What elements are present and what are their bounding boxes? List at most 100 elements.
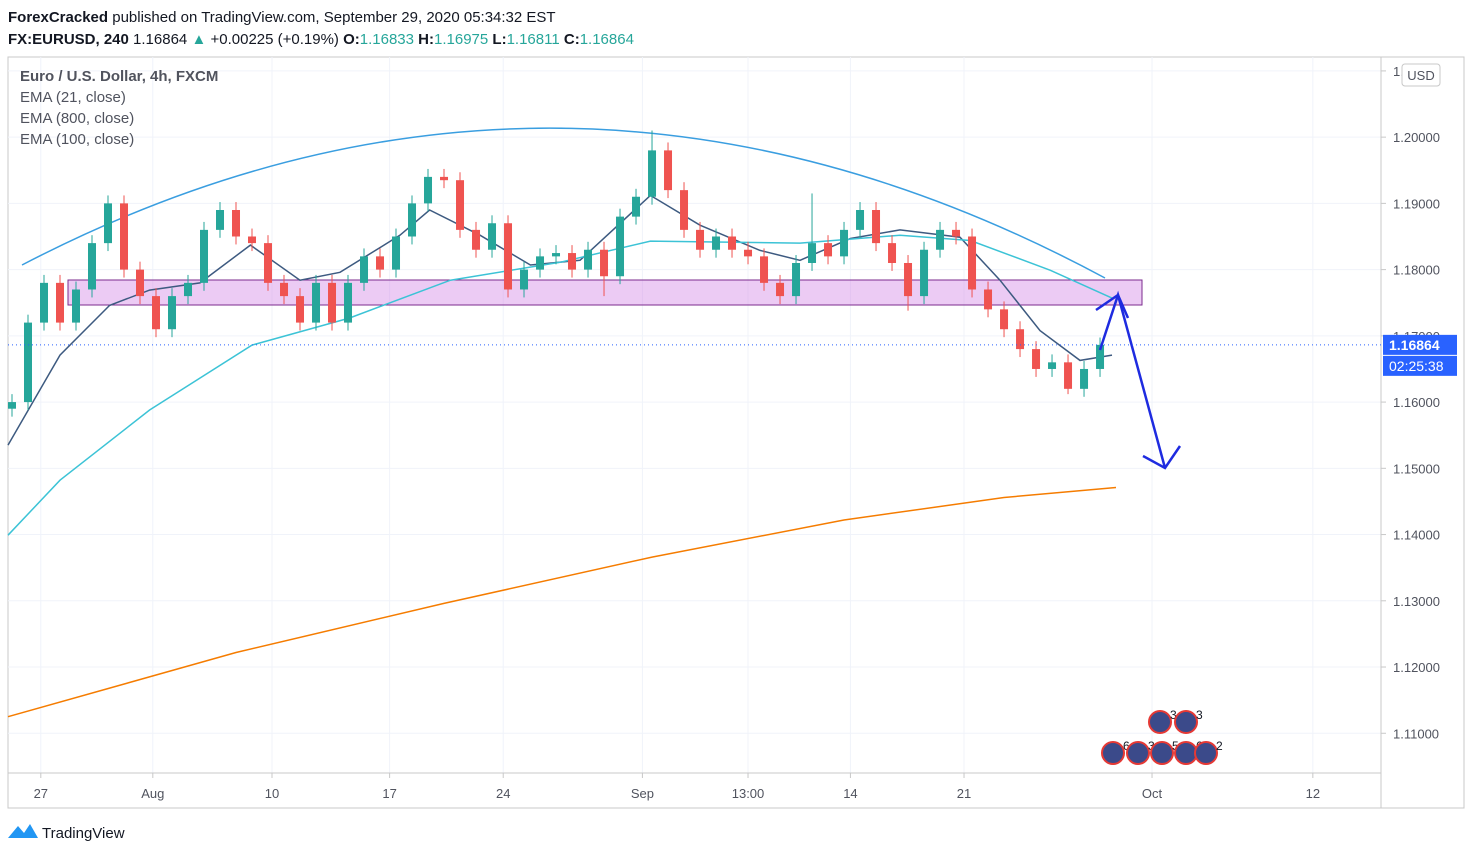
- y-tick-label: 1.15000: [1393, 461, 1440, 476]
- event-icon: [1150, 741, 1174, 765]
- candle-body: [568, 253, 577, 270]
- chart-title: Euro / U.S. Dollar, 4h, FXCM: [20, 68, 218, 85]
- h-label: H:: [418, 31, 434, 48]
- y-tick-label: 1.16000: [1393, 395, 1440, 410]
- candle-body: [840, 229, 849, 257]
- candle-body: [56, 282, 65, 323]
- grid: [8, 57, 1381, 773]
- y-tick-label: 1.11000: [1393, 726, 1439, 741]
- x-tick-label: 14: [843, 786, 857, 801]
- candle-body: [200, 229, 209, 283]
- event-count: 2: [1216, 739, 1223, 753]
- y-tick-label: 1.19000: [1393, 196, 1440, 211]
- candle-body: [424, 176, 433, 204]
- candle-body: [904, 262, 913, 297]
- low: 1.16811: [507, 31, 560, 48]
- x-tick-label: 12: [1306, 786, 1320, 801]
- candle-body: [1080, 368, 1089, 389]
- candle-body: [296, 296, 305, 323]
- published: published on TradingView.com, September …: [112, 9, 555, 26]
- y-tick-label: 1.13000: [1393, 594, 1440, 609]
- candle-body: [520, 269, 529, 290]
- axis-layer: 1.11000 1.12000 1.13000 1.14000 1.15000 1.160…: [8, 64, 1457, 801]
- candle-body: [696, 229, 705, 250]
- legend-entry: EMA (100, close): [20, 131, 134, 148]
- candle-body: [88, 243, 97, 290]
- candle-body: [760, 256, 769, 283]
- x-tick-label: 17: [382, 786, 396, 801]
- candle-body: [72, 289, 81, 323]
- currency-box: [1401, 63, 1441, 87]
- candle-body: [440, 176, 449, 181]
- arrowhead-down: [1142, 445, 1182, 470]
- candle-body: [616, 216, 625, 277]
- logo-icon: [8, 824, 38, 838]
- event-count: 3: [1196, 708, 1203, 722]
- price-label: 1.16864: [1389, 337, 1440, 353]
- candle-body: [8, 402, 17, 409]
- price-label-box: [1383, 334, 1457, 355]
- candle-body: [360, 256, 369, 283]
- high: 1.16975: [434, 31, 488, 48]
- candle-body: [984, 289, 993, 310]
- event-icon: [1101, 741, 1125, 765]
- events-layer: 3363562: [1101, 708, 1223, 765]
- candle-body: [1000, 309, 1009, 330]
- event-icon: [1126, 741, 1150, 765]
- candle-body: [184, 282, 193, 297]
- x-tick-label: 10: [265, 786, 279, 801]
- candle-body: [632, 196, 641, 217]
- candle-body: [920, 249, 929, 297]
- candle-body: [488, 223, 497, 250]
- candle-body: [600, 249, 609, 277]
- candle-body: [792, 262, 801, 297]
- x-tick-label: Oct: [1142, 786, 1163, 801]
- legend-entry: EMA (800, close): [20, 110, 134, 127]
- publisher: ForexCracked: [8, 9, 108, 26]
- candle-body: [728, 236, 737, 250]
- candle-body: [456, 180, 465, 230]
- candles-layer: [8, 130, 1105, 417]
- candle-body: [808, 243, 817, 263]
- event-count: 3: [1148, 739, 1155, 753]
- event-count: 5: [1172, 739, 1179, 753]
- candle-body: [664, 150, 673, 191]
- change: +0.00225 (+0.19%): [210, 31, 338, 48]
- resistance-zone: [67, 279, 1143, 306]
- x-tick-label: 21: [957, 786, 971, 801]
- candle-body: [504, 223, 513, 290]
- event-icon: [1174, 741, 1198, 765]
- candle-body: [1064, 362, 1073, 389]
- candle-body: [376, 256, 385, 270]
- candle-body: [408, 203, 417, 237]
- y-tick-label: 1.18000: [1393, 263, 1440, 278]
- arrowhead-up: [1095, 293, 1130, 319]
- o-label: O:: [343, 31, 360, 48]
- x-tick-label: Sep: [631, 786, 654, 801]
- candle-body: [152, 296, 161, 330]
- candle-body: [40, 282, 49, 323]
- candle-body: [120, 203, 129, 270]
- last: 1.16864: [133, 31, 187, 48]
- candle-body: [392, 236, 401, 270]
- timer-label: 02:25:38: [1389, 358, 1444, 374]
- candle-body: [312, 282, 321, 323]
- event-icon: [1148, 710, 1172, 734]
- candle-body: [824, 243, 833, 257]
- candle-body: [648, 150, 657, 197]
- candle-body: [344, 282, 353, 323]
- candle-body: [1032, 349, 1041, 369]
- candle-body: [168, 296, 177, 330]
- event-icon: [1194, 741, 1218, 765]
- candle-body: [1016, 329, 1025, 350]
- candle-body: [536, 256, 545, 270]
- ema-line: [7, 486, 1117, 718]
- x-tick-label: 13:00: [732, 786, 765, 801]
- arrow: ▲: [191, 31, 206, 48]
- candle-body: [712, 236, 721, 250]
- candle-body: [216, 210, 225, 230]
- brand: TradingView: [42, 825, 125, 842]
- candle-body: [680, 190, 689, 230]
